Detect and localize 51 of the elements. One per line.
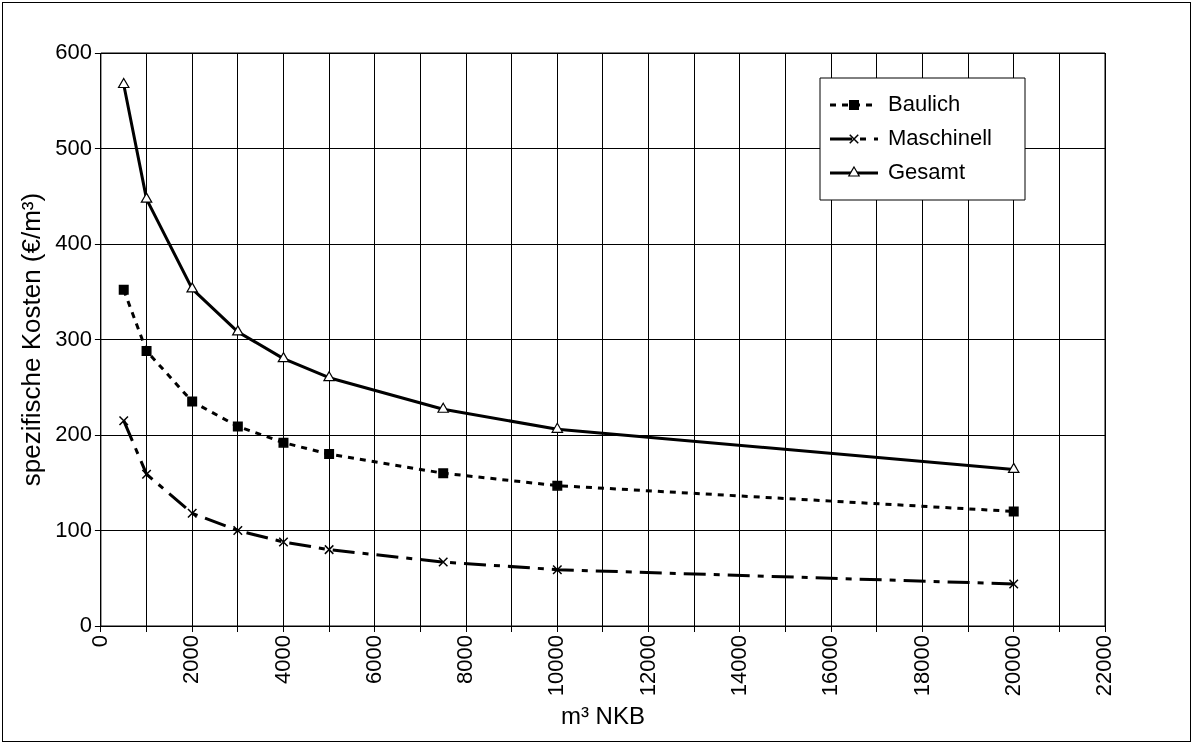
y-tick-label: 100 xyxy=(55,516,92,542)
y-tick-label: 300 xyxy=(55,325,92,351)
y-tick-label: 500 xyxy=(55,134,92,160)
y-axis-title: spezifische Kosten (€/m³) xyxy=(15,192,46,487)
x-tick-label: 6000 xyxy=(360,635,386,684)
x-tick-label: 8000 xyxy=(452,635,478,684)
point xyxy=(187,508,198,519)
x-tick-label: 0 xyxy=(86,635,112,648)
point xyxy=(438,557,449,568)
point xyxy=(140,192,153,203)
point xyxy=(141,469,152,480)
x-axis-title: m³ NKB xyxy=(560,702,645,730)
point xyxy=(232,421,243,432)
legend-label: Gesamt xyxy=(888,159,966,185)
x-tick-label: 14000 xyxy=(725,635,751,697)
point xyxy=(1008,579,1019,589)
point xyxy=(323,371,335,382)
point xyxy=(551,422,564,433)
point xyxy=(187,396,198,407)
y-tick-label: 600 xyxy=(55,39,92,65)
legend-label: Maschinell xyxy=(888,125,992,151)
point xyxy=(1008,506,1019,517)
x-tick-label: 20000 xyxy=(999,635,1025,697)
point xyxy=(117,77,130,89)
point xyxy=(278,437,289,448)
x-tick-label: 18000 xyxy=(908,635,934,697)
legend-label: Baulich xyxy=(888,91,961,117)
point xyxy=(1007,462,1020,473)
point xyxy=(141,345,152,356)
point xyxy=(118,284,129,295)
x-tick-label: 16000 xyxy=(817,635,843,697)
x-tick-label: 22000 xyxy=(1091,635,1117,697)
point xyxy=(437,402,450,413)
point xyxy=(186,282,198,293)
point xyxy=(278,536,289,547)
point xyxy=(438,468,449,479)
y-tick-label: 400 xyxy=(55,230,92,256)
point xyxy=(552,480,563,491)
x-tick-label: 4000 xyxy=(269,635,295,684)
y-tick-label: 200 xyxy=(55,421,92,447)
x-tick-label: 2000 xyxy=(178,635,204,684)
point xyxy=(324,544,335,555)
point xyxy=(324,449,335,460)
point xyxy=(277,352,290,363)
point xyxy=(232,525,243,536)
point xyxy=(232,325,244,336)
y-tick-label: 0 xyxy=(79,612,92,638)
point xyxy=(118,415,129,426)
point xyxy=(552,564,563,575)
x-tick-label: 12000 xyxy=(634,635,660,697)
x-tick-label: 10000 xyxy=(543,635,569,697)
